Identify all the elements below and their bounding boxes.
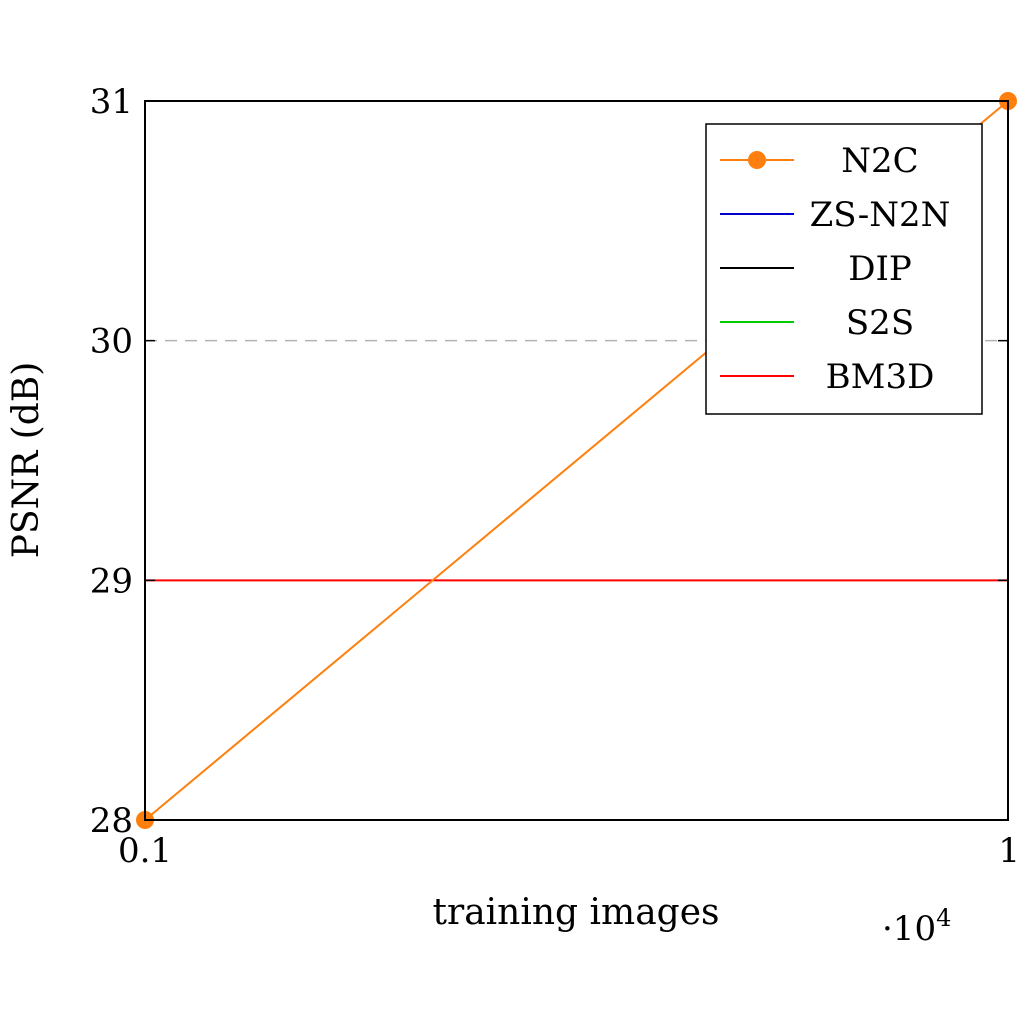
legend-marker-n2c xyxy=(748,151,766,169)
legend-label-dip: DIP xyxy=(848,249,912,289)
y-tick-label: 30 xyxy=(90,322,133,362)
x-multiplier-base: ·10 xyxy=(882,909,936,949)
ticks-layer: 28 29 30 31 0.1 1 xyxy=(90,82,1020,871)
legend-label-zs-n2n: ZS-N2N xyxy=(810,195,951,235)
y-tick-label: 29 xyxy=(90,561,133,601)
x-axis-multiplier: ·104 xyxy=(882,904,951,949)
legend-label-s2s: S2S xyxy=(846,303,914,343)
legend-label-n2c: N2C xyxy=(841,141,918,181)
y-axis-title: PSNR (dB) xyxy=(6,362,47,559)
legend: N2C ZS-N2N DIP S2S BM3D xyxy=(705,123,983,415)
legend-label-bm3d: BM3D xyxy=(826,357,935,397)
x-tick-label: 0.1 xyxy=(118,831,172,871)
y-tick-label: 31 xyxy=(90,82,133,122)
x-multiplier-exp: 4 xyxy=(936,904,951,932)
x-axis-title: training images xyxy=(433,892,720,933)
plot-frame xyxy=(144,100,1009,821)
y-tick-label: 28 xyxy=(90,801,133,841)
x-tick-label: 1 xyxy=(998,831,1020,871)
